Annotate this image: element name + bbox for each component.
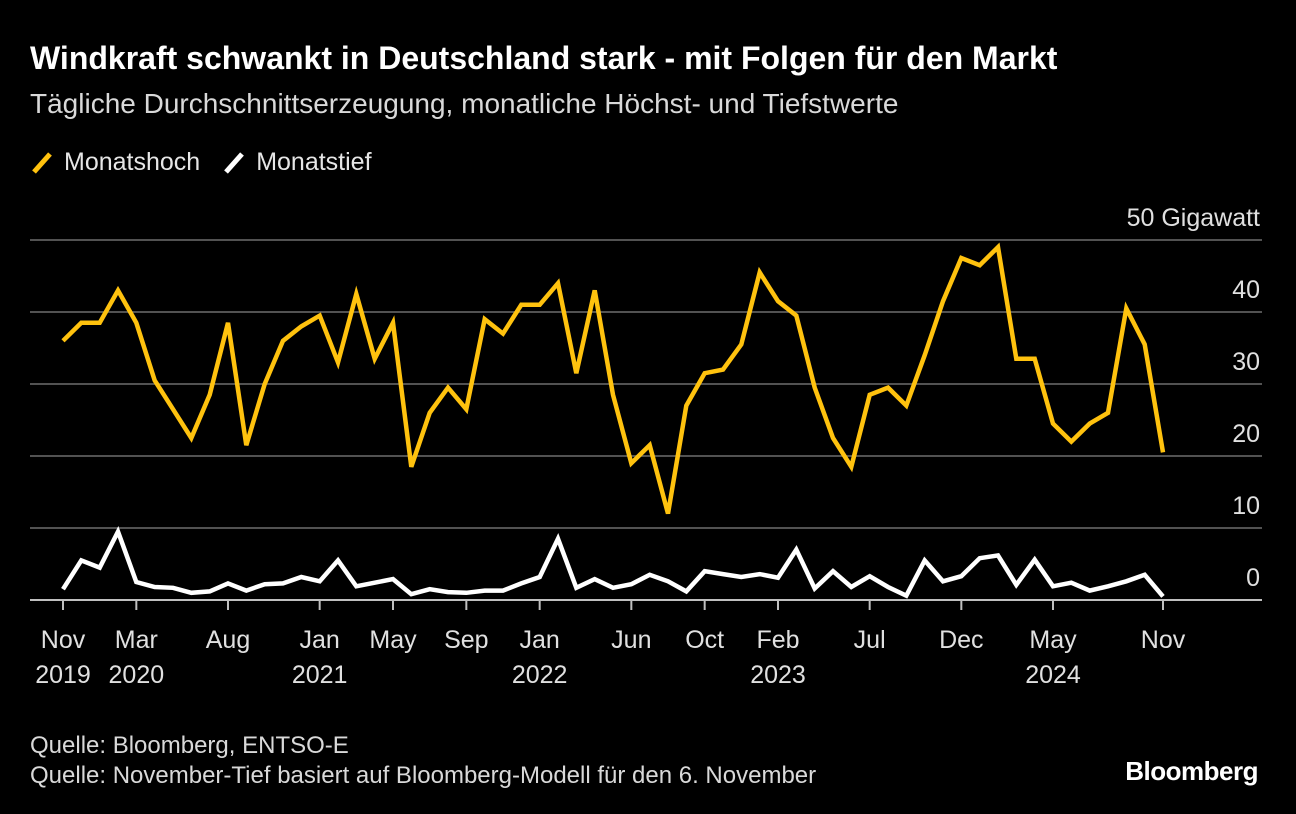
x-tick-label-2023-12-month: Dec	[939, 626, 983, 654]
chart-subtitle: Tägliche Durchschnittserzeugung, monatli…	[30, 88, 899, 119]
legend-item-low: Monatstief	[222, 148, 372, 177]
x-tick-label-2020-03-year: 2020	[109, 661, 165, 689]
y-tick-label-0: 0	[1246, 564, 1260, 592]
x-tick-label-2022-01-year: 2022	[512, 661, 568, 689]
y-tick-label-20: 20	[1232, 420, 1260, 448]
x-tick-label-2021-01-year: 2021	[292, 661, 348, 689]
legend-swatch-high	[32, 151, 52, 174]
chart-title: Windkraft schwankt in Deutschland stark …	[30, 40, 1058, 76]
x-tick-label-2021-01-month: Jan	[300, 626, 340, 654]
series-line-monatshoch	[61, 242, 1166, 515]
y-tick-label-40: 40	[1232, 276, 1260, 304]
x-tick-label-2019-11-month: Nov	[41, 626, 86, 654]
x-tick-label-2022-10-month: Oct	[685, 626, 724, 654]
source-line-1: Quelle: Bloomberg, ENTSO-E	[30, 732, 349, 759]
x-tick-label-2020-08-month: Aug	[206, 626, 250, 654]
bloomberg-logo: Bloomberg	[1125, 756, 1258, 786]
x-tick-label-2024-11-month: Nov	[1141, 626, 1186, 654]
x-tick-label-2023-07-month: Jul	[854, 626, 886, 654]
x-tick-label-2024-05-month: May	[1029, 626, 1077, 654]
legend-label-high: Monatshoch	[64, 148, 201, 176]
x-tick-label-2024-05-year: 2024	[1025, 661, 1081, 689]
x-tick-label-2021-05-month: May	[369, 626, 417, 654]
x-tick-label-2023-02-year: 2023	[750, 661, 806, 689]
x-tick-label-2019-11-year: 2019	[35, 661, 91, 689]
y-tick-label-30: 30	[1232, 348, 1260, 376]
legend-item-high: Monatshoch	[30, 148, 200, 177]
x-tick-label-2020-03-month: Mar	[115, 626, 158, 654]
legend: Monatshoch Monatstief	[30, 148, 394, 177]
x-tick-label-2022-01-month: Jan	[520, 626, 560, 654]
legend-swatch-low	[224, 151, 245, 174]
y-tick-label-10: 10	[1232, 492, 1260, 520]
x-tick-label-2021-09-month: Sep	[444, 626, 488, 654]
source-line-2: Quelle: November-Tief basiert auf Bloomb…	[30, 762, 817, 789]
legend-label-low: Monatstief	[256, 148, 372, 176]
series-line-monatstief	[61, 525, 1165, 599]
y-tick-label-50: 50 Gigawatt	[1127, 204, 1260, 232]
x-tick-label-2023-02-month: Feb	[756, 626, 799, 654]
x-tick-label-2022-06-month: Jun	[611, 626, 651, 654]
